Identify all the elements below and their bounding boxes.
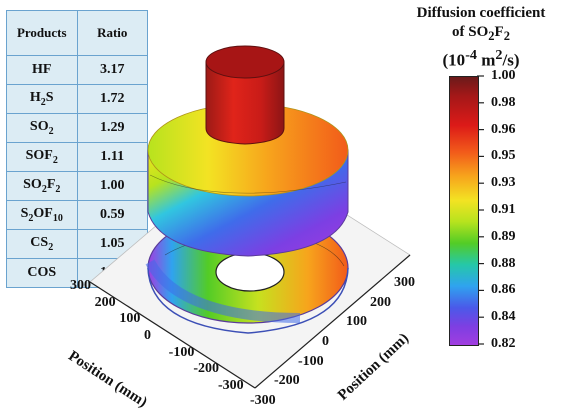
left-axis-tick-label: -300 — [218, 378, 244, 393]
lower-disk-rim — [147, 267, 349, 334]
colorbar-tick-label: 0.98 — [491, 94, 516, 110]
right-axis-tick-label: 0 — [322, 334, 329, 349]
right-axis-tick-label: 200 — [370, 294, 391, 310]
colorbar-unit: (10-4 m2/s) — [442, 47, 520, 70]
colorbar-title: Diffusion coefficient of SO2F2 (10-4 m2/… — [396, 4, 566, 70]
colorbar-tick-label: 0.82 — [491, 336, 516, 351]
table-row: HF 3.17 — [6, 55, 148, 85]
upper-body — [147, 45, 349, 257]
product-cell: SO2 — [6, 113, 78, 143]
ratio-cell: 1.72 — [76, 84, 148, 114]
left-axis-tick-label: -100 — [168, 344, 195, 360]
table-row: S2OF10 0.59 — [6, 200, 148, 230]
table-row: SO2F2 1.00 — [6, 171, 148, 201]
colorbar-title-line1: Diffusion coefficient — [416, 5, 546, 21]
colorbar-tick-label: 0.89 — [491, 228, 516, 244]
right-axis-tick-label: 100 — [346, 314, 367, 330]
product-cell: CS2 — [6, 229, 78, 259]
lower-disk-hole — [215, 252, 285, 292]
colorbar-tick-label: 1.00 — [491, 68, 516, 83]
upper-body-contour — [149, 174, 347, 194]
product-cell: SOF2 — [6, 142, 78, 172]
product-cell: HF — [6, 55, 78, 85]
right-axis-tick-label: -300 — [250, 393, 276, 408]
colorbar-title-line2: of SO2F2 — [452, 24, 510, 43]
right-axis-line — [254, 254, 411, 389]
ratio-table-body: HF 3.17 H2S 1.72 SO2 1.29 SOF2 1.11 SO2F2 1.00 S2O… — [6, 55, 148, 288]
left-axis-tick-label: 200 — [94, 294, 116, 310]
right-axis-tick-label: -100 — [298, 353, 324, 369]
left-axis-tick-label: 300 — [70, 278, 91, 293]
ratio-cell: 0.59 — [76, 200, 148, 230]
right-axis-tick-label: 300 — [394, 275, 415, 290]
colorbar-tick-label: 0.84 — [491, 309, 516, 325]
left-axis-tick-label: -200 — [193, 361, 219, 377]
left-axis-line — [89, 281, 256, 389]
ratio-cell: 1.11 — [76, 142, 148, 172]
left-axis-tick-label: 0 — [144, 328, 151, 343]
table-row: SOF2 1.11 — [6, 142, 148, 172]
colorbar-tick-label: 0.96 — [491, 121, 516, 137]
product-cell: S2OF10 — [6, 200, 78, 230]
colorbar-tick-label: 0.95 — [491, 148, 516, 164]
colorbar-tick-label: 0.86 — [491, 282, 516, 298]
colorbar — [449, 76, 479, 346]
cylinder-top — [205, 45, 285, 79]
ratio-table: Products Ratio HF 3.17 H2S 1.72 SO2 1.29 SOF2 1… — [6, 10, 148, 288]
right-axis-tick-label: -200 — [274, 373, 300, 389]
colorbar-tick-label: 0.88 — [491, 255, 516, 271]
left-axis-tick-label: 100 — [119, 311, 141, 327]
colorbar-tick-label: 0.91 — [491, 202, 516, 217]
cylinder-side — [205, 61, 285, 145]
colorbar-tick-label: 0.93 — [491, 175, 516, 191]
table-row: H2S 1.72 — [6, 84, 148, 114]
lower-disk-band — [145, 259, 301, 323]
